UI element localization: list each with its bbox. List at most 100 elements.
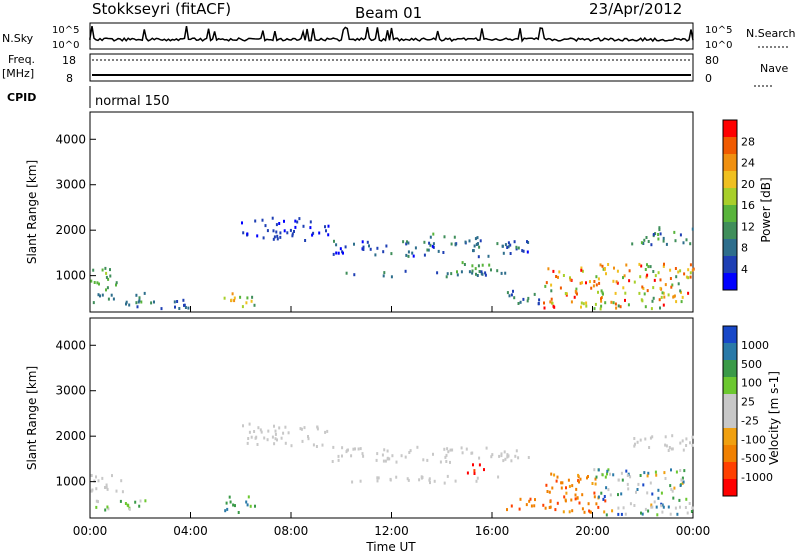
heatmap-cell: [538, 298, 541, 302]
heatmap-cell: [442, 251, 445, 254]
heatmap-cell: [275, 223, 278, 227]
heatmap-cell: [480, 270, 483, 274]
heatmap-cell: [115, 283, 117, 287]
heatmap-cell: [658, 228, 661, 232]
heatmap-cell: [376, 476, 379, 480]
heatmap-cell: [433, 479, 436, 483]
heatmap-cell: [374, 253, 377, 257]
heatmap-cell: [597, 277, 600, 281]
heatmap-cell: [644, 268, 647, 271]
heatmap-cell: [484, 271, 487, 275]
heatmap-cell: [468, 239, 471, 243]
heatmap-cell: [659, 306, 661, 310]
heatmap-cell: [679, 289, 682, 293]
heatmap-cell: [642, 287, 645, 290]
cpid-label: CPID: [7, 91, 36, 104]
heatmap-cell: [517, 302, 520, 305]
heatmap-cell: [471, 451, 474, 455]
heatmap-cell: [667, 293, 670, 297]
heatmap-cell: [109, 274, 112, 278]
heatmap-cell: [631, 242, 634, 246]
heatmap-cell: [250, 435, 253, 439]
heatmap-cell: [669, 512, 672, 516]
heatmap-cell: [120, 479, 123, 483]
heatmap-cell: [487, 254, 490, 258]
heatmap-cell: [633, 504, 636, 507]
heatmap-cell: [549, 500, 552, 504]
heatmap-cell: [444, 455, 447, 459]
heatmap-cell: [565, 491, 568, 495]
heatmap-cell: [95, 499, 98, 503]
heatmap-cell: [496, 242, 499, 246]
heatmap-cell: [636, 440, 639, 444]
heatmap-cell: [638, 291, 641, 295]
heatmap-cell: [361, 452, 364, 456]
heatmap-cell: [681, 295, 684, 299]
heatmap-cell: [107, 297, 110, 301]
heatmap-cell: [289, 228, 292, 232]
heatmap-cell: [685, 444, 688, 447]
x-tick-label: 04:00: [173, 524, 208, 538]
heatmap-cell: [115, 281, 118, 285]
heatmap-cell: [274, 429, 277, 433]
colorbar-tick-label: -1000: [741, 471, 773, 484]
heatmap-cell: [586, 476, 588, 480]
heatmap-cell: [574, 289, 577, 293]
heatmap-cell: [593, 491, 596, 495]
heatmap-cell: [382, 459, 385, 463]
heatmap-cell: [508, 294, 511, 298]
heatmap-cell: [575, 487, 578, 491]
heatmap-cell: [254, 219, 257, 223]
heatmap-cell: [568, 510, 571, 514]
heatmap-cell: [527, 241, 530, 244]
heatmap-cell: [544, 506, 547, 510]
heatmap-cell: [283, 219, 285, 223]
heatmap-cell: [471, 269, 474, 273]
heatmap-cell: [246, 296, 249, 300]
heatmap-cell: [654, 232, 657, 236]
colorbar-frame: [722, 325, 738, 497]
heatmap-cell: [491, 453, 494, 457]
heatmap-cell: [579, 477, 582, 481]
heatmap-cell: [248, 422, 251, 426]
heatmap-cell: [616, 281, 619, 285]
heatmap-cell: [436, 271, 439, 275]
heatmap-cell: [653, 278, 656, 282]
heatmap-cell: [691, 506, 694, 510]
heatmap-cell: [98, 282, 100, 286]
heatmap-cell: [97, 500, 99, 504]
heatmap-cell: [629, 475, 632, 479]
heatmap-cell: [519, 300, 522, 304]
heatmap-cell: [510, 459, 513, 463]
heatmap-cell: [650, 503, 653, 507]
heatmap-cell: [376, 246, 379, 250]
heatmap-cell: [656, 513, 659, 517]
heatmap-cell: [593, 307, 596, 311]
heatmap-cell: [640, 264, 643, 268]
colorbar-swatch: [723, 445, 737, 463]
heatmap-cell: [391, 454, 394, 458]
heatmap-cell: [671, 283, 674, 287]
heatmap-cell: [558, 270, 561, 274]
velocity-colorbar: 1000 500 100 25 -25 -100 -500 -1000: [722, 325, 773, 497]
heatmap-cell: [332, 445, 335, 449]
heatmap-cell: [369, 247, 372, 251]
heatmap-cell: [526, 250, 529, 254]
colorbar-tick-label: 100: [741, 377, 762, 390]
heatmap-cell: [537, 302, 540, 306]
x-tick-label: 00:00: [676, 524, 711, 538]
heatmap-cell: [624, 291, 627, 295]
heatmap-cell: [342, 251, 344, 255]
heatmap-cell: [675, 300, 678, 304]
heatmap-cell: [230, 298, 233, 302]
heatmap-cell: [110, 293, 113, 297]
heatmap-cell: [640, 241, 643, 245]
heatmap-cell: [239, 295, 242, 299]
heatmap-cell: [279, 235, 282, 239]
heatmap-cell: [649, 481, 652, 485]
heatmap-cell: [423, 240, 426, 244]
heatmap-cell: [688, 502, 691, 505]
heatmap-cell: [307, 435, 309, 438]
heatmap-cell: [232, 503, 235, 507]
